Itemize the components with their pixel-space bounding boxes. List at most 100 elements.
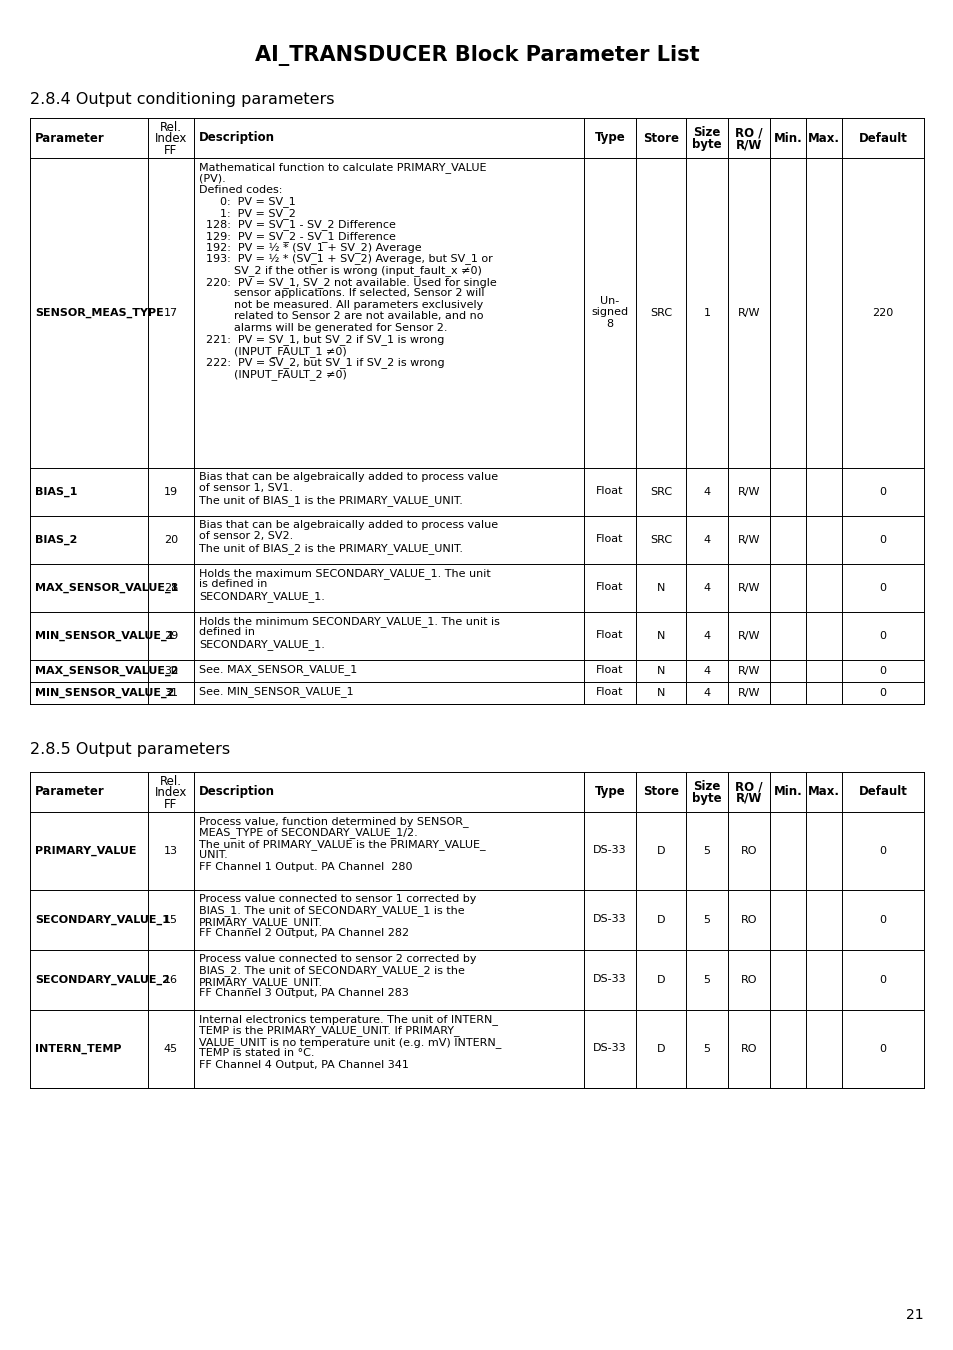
Text: D: D xyxy=(656,846,664,856)
Text: BIAS_1. The unit of SECONDARY_VALUE_1 is the: BIAS_1. The unit of SECONDARY_VALUE_1 is… xyxy=(199,906,464,917)
Text: FF Channel 2 Output, PA Channel 282: FF Channel 2 Output, PA Channel 282 xyxy=(199,929,409,938)
Text: 1: 1 xyxy=(702,308,710,319)
Text: SECONDARY_VALUE_2: SECONDARY_VALUE_2 xyxy=(35,975,170,985)
Text: 220: 220 xyxy=(871,308,893,319)
Text: PRIMARY_VALUE_UNIT.: PRIMARY_VALUE_UNIT. xyxy=(199,977,323,988)
Text: R/W: R/W xyxy=(737,535,760,545)
Text: 15: 15 xyxy=(164,915,178,925)
Text: not be measured. All parameters exclusively: not be measured. All parameters exclusiv… xyxy=(199,300,483,310)
Text: See. MIN_SENSOR_VALUE_1: See. MIN_SENSOR_VALUE_1 xyxy=(199,686,354,697)
Text: 4: 4 xyxy=(702,583,710,593)
Text: Defined codes:: Defined codes: xyxy=(199,185,282,194)
Text: 192:  PV = ½ * (SV_1 + SV_2) Average: 192: PV = ½ * (SV_1 + SV_2) Average xyxy=(199,243,421,254)
Text: R/W: R/W xyxy=(737,583,760,593)
Text: alarms will be generated for Sensor 2.: alarms will be generated for Sensor 2. xyxy=(199,323,447,333)
Text: 193:  PV = ½ * (SV_1 + SV_2) Average, but SV_1 or: 193: PV = ½ * (SV_1 + SV_2) Average, but… xyxy=(199,254,493,265)
Text: D: D xyxy=(656,915,664,925)
Text: FF: FF xyxy=(164,798,177,811)
Text: Process value connected to sensor 1 corrected by: Process value connected to sensor 1 corr… xyxy=(199,894,476,904)
Text: related to Sensor 2 are not available, and no: related to Sensor 2 are not available, a… xyxy=(199,312,483,321)
Text: MAX_SENSOR_VALUE_2: MAX_SENSOR_VALUE_2 xyxy=(35,666,178,676)
Text: PRIMARY_VALUE: PRIMARY_VALUE xyxy=(35,846,136,856)
Text: MIN_SENSOR_VALUE_1: MIN_SENSOR_VALUE_1 xyxy=(35,630,174,641)
Text: MEAS_TYPE of SECONDARY_VALUE_1/2.: MEAS_TYPE of SECONDARY_VALUE_1/2. xyxy=(199,828,417,838)
Text: FF Channel 4 Output, PA Channel 341: FF Channel 4 Output, PA Channel 341 xyxy=(199,1060,409,1071)
Text: UNIT.: UNIT. xyxy=(199,850,228,860)
Text: Bias that can be algebraically added to process value: Bias that can be algebraically added to … xyxy=(199,520,497,531)
Text: Default: Default xyxy=(858,131,906,144)
Text: See. MAX_SENSOR_VALUE_1: See. MAX_SENSOR_VALUE_1 xyxy=(199,664,356,675)
Text: sensor applications. If selected, Sensor 2 will: sensor applications. If selected, Sensor… xyxy=(199,289,484,298)
Text: 4: 4 xyxy=(702,535,710,545)
Text: Float: Float xyxy=(596,630,623,640)
Text: Bias that can be algebraically added to process value: Bias that can be algebraically added to … xyxy=(199,472,497,482)
Text: Mathematical function to calculate PRIMARY_VALUE: Mathematical function to calculate PRIMA… xyxy=(199,162,486,173)
Text: R/W: R/W xyxy=(737,688,760,698)
Text: 0: 0 xyxy=(879,487,885,497)
Text: Min.: Min. xyxy=(773,131,801,144)
Text: The unit of PRIMARY_VALUE is the PRIMARY_VALUE_: The unit of PRIMARY_VALUE is the PRIMARY… xyxy=(199,838,485,850)
Text: Process value, function determined by SENSOR_: Process value, function determined by SE… xyxy=(199,815,468,828)
Text: Float: Float xyxy=(596,486,623,497)
Text: 220:  PV = SV_1, SV_2 not available. Used for single: 220: PV = SV_1, SV_2 not available. Used… xyxy=(199,277,497,288)
Text: Size: Size xyxy=(693,780,720,794)
Text: Float: Float xyxy=(596,582,623,593)
Text: 2.8.5 Output parameters: 2.8.5 Output parameters xyxy=(30,743,230,757)
Text: PRIMARY_VALUE_UNIT.: PRIMARY_VALUE_UNIT. xyxy=(199,917,323,927)
Text: 0: 0 xyxy=(879,666,885,676)
Text: Rel.: Rel. xyxy=(160,120,182,134)
Text: Size: Size xyxy=(693,127,720,139)
Text: 5: 5 xyxy=(702,1044,710,1054)
Text: TEMP is stated in °C.: TEMP is stated in °C. xyxy=(199,1049,314,1058)
Text: 5: 5 xyxy=(702,975,710,985)
Text: AI_TRANSDUCER Block Parameter List: AI_TRANSDUCER Block Parameter List xyxy=(254,45,699,66)
Text: of sensor 1, SV1.: of sensor 1, SV1. xyxy=(199,483,293,494)
Text: R/W: R/W xyxy=(735,138,761,151)
Text: 0: 0 xyxy=(879,688,885,698)
Text: Rel.: Rel. xyxy=(160,775,182,788)
Text: Float: Float xyxy=(596,535,623,544)
Text: 0: 0 xyxy=(879,975,885,985)
Text: is defined in: is defined in xyxy=(199,579,267,590)
Text: D: D xyxy=(656,1044,664,1054)
Text: SECONDARY_VALUE_1.: SECONDARY_VALUE_1. xyxy=(199,591,325,602)
Text: RO /: RO / xyxy=(735,780,762,794)
Text: signed: signed xyxy=(591,308,628,317)
Text: The unit of BIAS_1 is the PRIMARY_VALUE_UNIT.: The unit of BIAS_1 is the PRIMARY_VALUE_… xyxy=(199,495,462,506)
Text: 29: 29 xyxy=(164,630,178,641)
Text: R/W: R/W xyxy=(737,308,760,319)
Text: R/W: R/W xyxy=(737,487,760,497)
Text: 16: 16 xyxy=(164,975,178,985)
Text: Type: Type xyxy=(594,786,625,798)
Text: 222:  PV = SV_2, but SV_1 if SV_2 is wrong: 222: PV = SV_2, but SV_1 if SV_2 is wron… xyxy=(199,358,444,369)
Text: 0: 0 xyxy=(879,915,885,925)
Text: 31: 31 xyxy=(164,688,178,698)
Text: 5: 5 xyxy=(702,915,710,925)
Text: (PV).: (PV). xyxy=(199,174,226,184)
Text: Process value connected to sensor 2 corrected by: Process value connected to sensor 2 corr… xyxy=(199,954,476,964)
Text: 0:  PV = SV_1: 0: PV = SV_1 xyxy=(199,197,295,208)
Text: Default: Default xyxy=(858,786,906,798)
Text: RO: RO xyxy=(740,915,757,925)
Text: DS-33: DS-33 xyxy=(593,975,626,984)
Text: BIAS_2: BIAS_2 xyxy=(35,535,77,545)
Text: (INPUT_FAULT_2 ≠0): (INPUT_FAULT_2 ≠0) xyxy=(199,369,347,379)
Text: 28: 28 xyxy=(164,583,178,593)
Text: 45: 45 xyxy=(164,1044,178,1054)
Text: DS-33: DS-33 xyxy=(593,1044,626,1053)
Text: SRC: SRC xyxy=(649,535,671,545)
Text: of sensor 2, SV2.: of sensor 2, SV2. xyxy=(199,532,293,541)
Text: BIAS_1: BIAS_1 xyxy=(35,487,77,497)
Text: Parameter: Parameter xyxy=(35,131,105,144)
Text: SECONDARY_VALUE_1.: SECONDARY_VALUE_1. xyxy=(199,639,325,649)
Text: 4: 4 xyxy=(702,688,710,698)
Text: 1:  PV = SV_2: 1: PV = SV_2 xyxy=(199,208,295,219)
Text: VALUE_UNIT is no temperature unit (e.g. mV) INTERN_: VALUE_UNIT is no temperature unit (e.g. … xyxy=(199,1037,501,1048)
Text: The unit of BIAS_2 is the PRIMARY_VALUE_UNIT.: The unit of BIAS_2 is the PRIMARY_VALUE_… xyxy=(199,543,462,554)
Text: (INPUT_FAULT_1 ≠0): (INPUT_FAULT_1 ≠0) xyxy=(199,346,346,356)
Text: Store: Store xyxy=(642,131,679,144)
Text: Index: Index xyxy=(154,132,187,146)
Text: 21: 21 xyxy=(905,1308,923,1322)
Text: Store: Store xyxy=(642,786,679,798)
Text: 0: 0 xyxy=(879,583,885,593)
